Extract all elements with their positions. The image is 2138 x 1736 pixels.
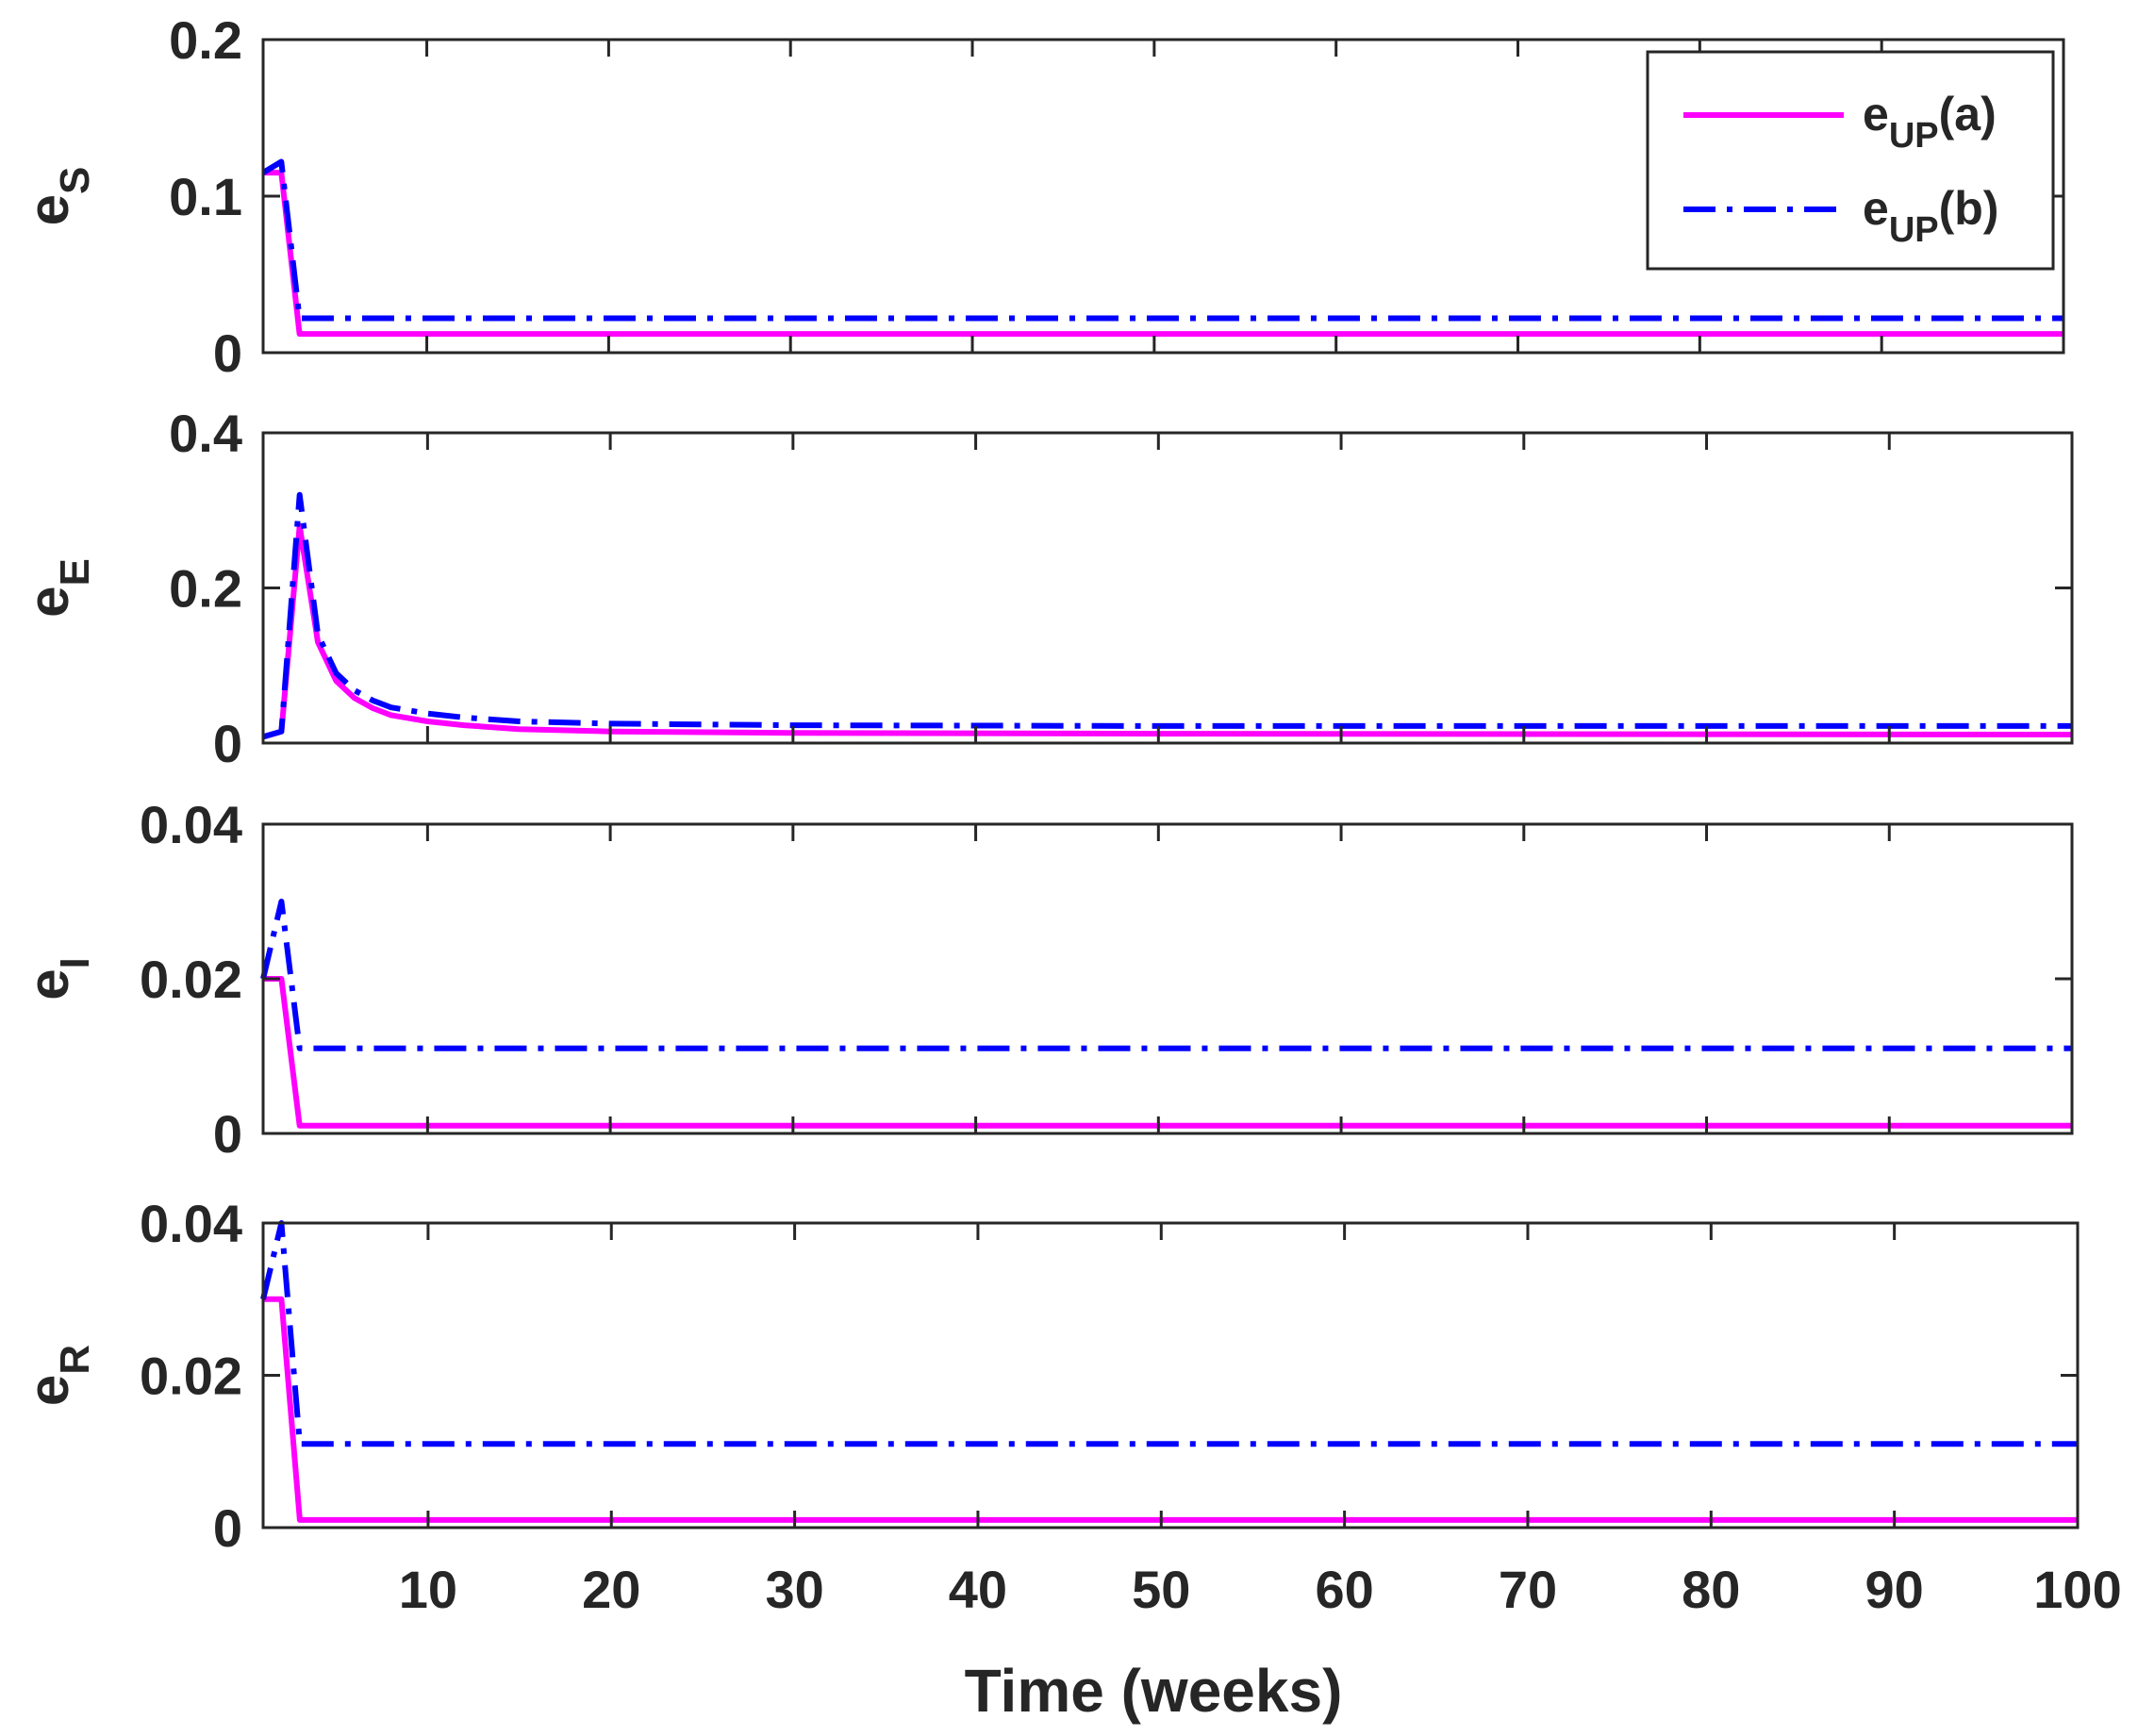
panel-1-series-b [261, 158, 2063, 322]
panel-2-series-b [262, 491, 2072, 740]
panel-2-ytick-label: 0 [213, 714, 242, 773]
panel-1-ytick-label: 0 [213, 323, 242, 383]
panel-4-ytick-label: 0 [213, 1498, 242, 1558]
x-tick-label: 90 [1865, 1560, 1924, 1619]
panel-3-ylabel-base: e [17, 968, 80, 1000]
panel-1-series-a [263, 170, 2063, 338]
panel-3: 0 0.02 0.04 eI [17, 795, 2074, 1164]
panel-1: 00.10.2eS [17, 10, 2065, 383]
legend-label-b-sub: UP [1889, 210, 1939, 250]
panel-4-series-b [260, 1220, 2078, 1447]
panel-3-ytick-label: 0.02 [140, 950, 242, 1009]
legend: eUP(a) eUP(b) [1646, 50, 2055, 271]
panel-4-ylabel-sub: R [52, 1345, 98, 1375]
panel-1-ytick-label: 0.1 [169, 167, 242, 226]
x-tick-label: 70 [1499, 1560, 1557, 1619]
panel-4-ytick-label: 0.04 [140, 1194, 242, 1253]
panels: 00.10.2eS00.20.4eE00.020.04eI00.020.04eR… [17, 10, 2122, 1619]
x-tick-label: 60 [1315, 1560, 1373, 1619]
x-tick-label: 50 [1132, 1560, 1190, 1619]
panel-3-ytick-label: 0 [213, 1104, 242, 1164]
legend-label-a-sub: UP [1889, 116, 1939, 156]
legend-label-a-suffix: (a) [1939, 88, 1997, 141]
x-tick-label: 10 [399, 1560, 457, 1619]
legend-label-a-base: e [1863, 88, 1889, 141]
panel-2-ylabel-sub: E [52, 558, 98, 586]
x-tick-label: 40 [949, 1560, 1007, 1619]
panel-3-ylabel-sub: I [52, 957, 98, 968]
legend-box [1646, 50, 2055, 271]
x-tick-label: 100 [2033, 1560, 2121, 1619]
panel-3-ylabel: eI [17, 957, 98, 1000]
panel-4-ytick-label: 0.02 [140, 1347, 242, 1406]
x-tick-label: 20 [582, 1560, 640, 1619]
panel-4-series-a [263, 1296, 2078, 1523]
panel-4-ylabel: eR [17, 1345, 98, 1406]
panel-1-ylabel-sub: S [52, 167, 98, 194]
panel-4: 0 0.02 0.04 eR [17, 1194, 2080, 1558]
legend-label-b-suffix: (b) [1939, 182, 1999, 235]
panel-1-ylabel-base: e [17, 194, 80, 225]
panel-3-ytick-label: 0.04 [140, 795, 242, 854]
panel-2: 0 0.2 0.4 eE [17, 404, 2074, 773]
legend-label-a: eUP(a) [1863, 88, 1997, 156]
panel-3-series-b [260, 899, 2072, 1051]
panel-1-ytick-label: 0.2 [169, 10, 242, 70]
x-axis-label: Time (weeks) [965, 1657, 1343, 1725]
legend-label-b-base: e [1863, 182, 1889, 235]
panel-2-ytick-label: 0.4 [169, 404, 242, 463]
panel-2-ytick-label: 0.2 [169, 559, 242, 619]
x-tick-label: 30 [765, 1560, 823, 1619]
legend-label-b: eUP(b) [1863, 182, 1998, 250]
panel-1-ylabel: eS [17, 167, 98, 226]
panel-2-ylabel: eE [17, 558, 98, 618]
panel-2-series-a [262, 522, 2073, 740]
panel-4-ylabel-base: e [17, 1375, 80, 1406]
x-tick-label: 80 [1682, 1560, 1740, 1619]
panel-2-ylabel-base: e [17, 586, 80, 617]
